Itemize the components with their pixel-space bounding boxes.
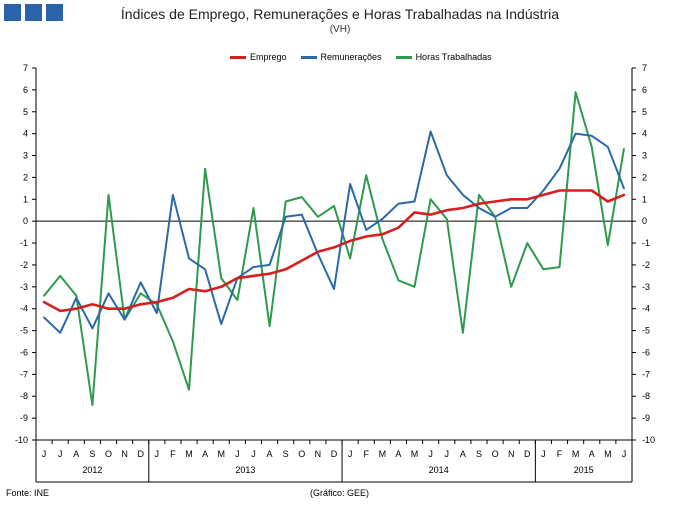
legend-swatch-emprego [230, 55, 246, 59]
x-tick-label: N [315, 449, 322, 459]
year-label: 2012 [82, 465, 102, 475]
series-line-emprego [42, 189, 626, 313]
legend-item-horas: Horas Trabalhadas [395, 52, 492, 62]
x-tick-label: A [267, 449, 273, 459]
x-tick-label: D [331, 449, 338, 459]
x-tick-label: O [492, 449, 499, 459]
x-tick-label: A [202, 449, 208, 459]
y-tick-label-right: -6 [642, 347, 650, 357]
y-tick-label-left: -6 [20, 347, 28, 357]
series-line-remuneracoes [43, 130, 625, 334]
year-label: 2015 [574, 465, 594, 475]
y-tick-label-right: 7 [642, 63, 647, 73]
x-tick-label: J [155, 449, 160, 459]
x-tick-label: O [105, 449, 112, 459]
x-tick-label: O [298, 449, 305, 459]
x-tick-label: M [185, 449, 193, 459]
y-tick-label-right: -2 [642, 260, 650, 270]
year-label: 2013 [235, 465, 255, 475]
x-tick-label: J [622, 449, 627, 459]
x-tick-label: S [89, 449, 95, 459]
legend-label-horas: Horas Trabalhadas [415, 52, 492, 62]
y-tick-label-left: -4 [20, 304, 28, 314]
x-tick-label: J [541, 449, 546, 459]
x-tick-label: A [395, 449, 401, 459]
x-tick-label: A [589, 449, 595, 459]
y-tick-label-right: -1 [642, 238, 650, 248]
y-tick-label-left: 6 [23, 85, 28, 95]
x-tick-label: M [604, 449, 612, 459]
x-tick-label: M [217, 449, 225, 459]
y-tick-label-left: -10 [15, 435, 28, 445]
logo-square [25, 4, 42, 21]
x-tick-label: D [137, 449, 144, 459]
x-tick-label: A [73, 449, 79, 459]
y-tick-label-left: -5 [20, 326, 28, 336]
y-tick-label-left: -8 [20, 391, 28, 401]
y-tick-label-right: -7 [642, 369, 650, 379]
legend-label-emprego: Emprego [250, 52, 287, 62]
y-tick-label-left: -9 [20, 413, 28, 423]
credit-note: (Gráfico: GEE) [310, 488, 370, 498]
y-tick-label-right: 6 [642, 85, 647, 95]
chart-legend: Emprego Remunerações Horas Trabalhadas [230, 52, 492, 62]
y-tick-label-right: 0 [642, 216, 647, 226]
logo-square [4, 4, 21, 21]
x-tick-label: J [348, 449, 353, 459]
x-tick-label: J [235, 449, 240, 459]
x-tick-label: J [445, 449, 450, 459]
y-tick-label-right: 4 [642, 129, 647, 139]
x-tick-label: M [572, 449, 580, 459]
y-tick-label-left: -3 [20, 282, 28, 292]
y-tick-label-left: 2 [23, 172, 28, 182]
y-tick-label-right: -8 [642, 391, 650, 401]
legend-item-emprego: Emprego [230, 52, 287, 62]
x-tick-label: F [557, 449, 563, 459]
x-tick-label: J [251, 449, 256, 459]
y-tick-label-left: 5 [23, 107, 28, 117]
y-tick-label-left: -2 [20, 260, 28, 270]
x-tick-label: J [428, 449, 433, 459]
y-tick-label-left: 7 [23, 63, 28, 73]
y-tick-label-right: -5 [642, 326, 650, 336]
x-tick-label: F [363, 449, 369, 459]
x-tick-label: N [121, 449, 128, 459]
x-tick-label: J [42, 449, 47, 459]
ministry-logo [4, 4, 63, 21]
x-tick-label: J [58, 449, 63, 459]
series-line-horas [43, 91, 625, 406]
y-tick-label-right: 2 [642, 172, 647, 182]
year-label: 2014 [429, 465, 449, 475]
x-tick-label: M [379, 449, 387, 459]
y-tick-label-left: 4 [23, 129, 28, 139]
source-note: Fonte: INE [6, 488, 50, 498]
legend-swatch-horas [395, 55, 412, 59]
y-tick-label-right: -9 [642, 413, 650, 423]
chart-subtitle: (VH) [329, 24, 351, 35]
x-tick-label: S [476, 449, 482, 459]
y-tick-label-right: -3 [642, 282, 650, 292]
x-tick-label: N [508, 449, 515, 459]
y-tick-label-right: 1 [642, 194, 647, 204]
legend-label-remuneracoes: Remunerações [320, 52, 382, 62]
y-tick-label-left: 1 [23, 194, 28, 204]
y-tick-label-right: 3 [642, 151, 647, 161]
chart-title: Índices de Emprego, Remunerações e Horas… [120, 6, 560, 22]
x-tick-label: D [524, 449, 531, 459]
x-tick-label: A [460, 449, 466, 459]
y-tick-label-left: -1 [20, 238, 28, 248]
x-tick-label: F [170, 449, 176, 459]
y-tick-label-left: 3 [23, 151, 28, 161]
y-tick-label-right: -10 [642, 435, 655, 445]
y-tick-label-right: -4 [642, 304, 650, 314]
y-tick-label-left: 0 [23, 216, 28, 226]
legend-swatch-remuneracoes [300, 55, 317, 59]
legend-item-remuneracoes: Remunerações [300, 52, 382, 62]
y-tick-label-left: -7 [20, 369, 28, 379]
x-tick-label: S [283, 449, 289, 459]
y-tick-label-right: 5 [642, 107, 647, 117]
x-tick-label: M [411, 449, 419, 459]
logo-square [46, 4, 63, 21]
